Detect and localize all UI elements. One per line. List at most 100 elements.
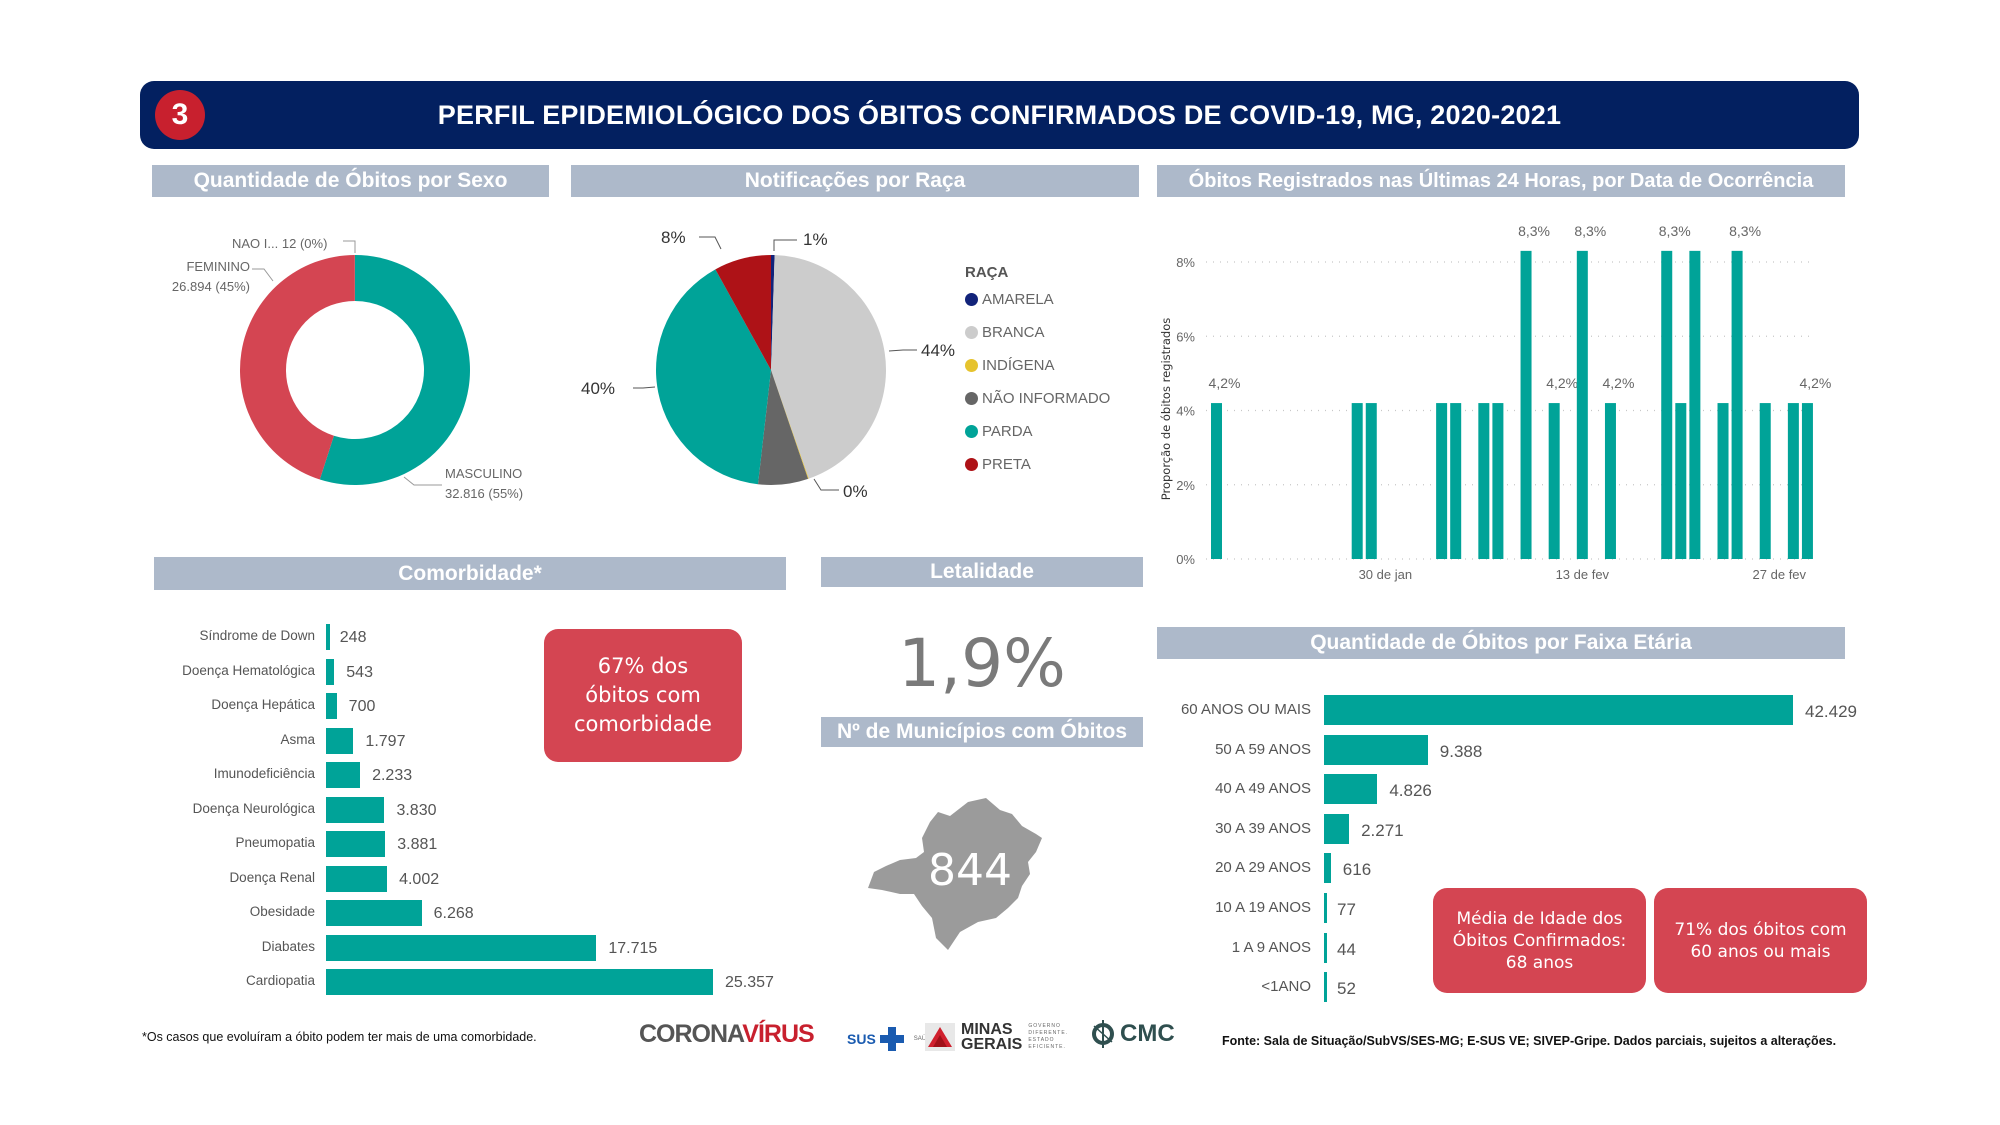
bar[interactable]	[326, 693, 337, 719]
category-label: 40 A 49 ANOS	[1215, 780, 1311, 798]
bar[interactable]	[1436, 403, 1448, 559]
bar[interactable]	[1492, 403, 1504, 559]
bar[interactable]	[326, 762, 361, 788]
mg-tag-line: DIFERENTE.	[1028, 1030, 1069, 1036]
raca-slice-parda	[655, 269, 771, 485]
category-label: Pneumopatia	[235, 835, 315, 850]
bar[interactable]	[326, 624, 330, 650]
bar[interactable]	[1787, 403, 1799, 559]
mg-triangle-icon	[925, 1023, 955, 1051]
legend-item[interactable]: INDÍGENA	[965, 357, 1055, 374]
bar[interactable]	[1324, 972, 1327, 1003]
bar[interactable]	[1324, 853, 1331, 884]
bar[interactable]	[326, 658, 335, 685]
section-header-comorbidade: Comorbidade*	[154, 557, 786, 590]
comorbidade-kpi-line: 67% dos	[597, 654, 689, 678]
bar[interactable]	[1661, 250, 1673, 560]
bar[interactable]	[1211, 403, 1222, 559]
comorbidade-kpi-box: 67% dos óbitos com comorbidade	[544, 629, 742, 762]
bar[interactable]	[326, 796, 385, 823]
sexo-label-nao-informado: NAO I... 12 (0%)	[232, 236, 328, 251]
bar-value-label: 3.881	[397, 836, 438, 853]
bar[interactable]	[1604, 403, 1616, 559]
mg-logo-line: GERAIS	[961, 1036, 1023, 1053]
legend-item[interactable]: AMARELA	[965, 291, 1054, 308]
category-label: 30 A 39 ANOS	[1215, 819, 1311, 837]
bar[interactable]	[1324, 695, 1793, 725]
bar[interactable]	[1478, 403, 1490, 559]
media-idade-line: 68 anos	[1505, 952, 1574, 973]
section-header-raca: Notificações por Raça	[571, 165, 1139, 197]
category-label: 20 A 29 ANOS	[1215, 859, 1311, 877]
bar[interactable]	[1324, 893, 1327, 923]
bar[interactable]	[326, 831, 386, 857]
bar-data-label: 8,3%	[1729, 223, 1761, 239]
bar[interactable]	[1548, 403, 1560, 559]
bar[interactable]	[326, 727, 354, 754]
legend-label: PRETA	[982, 456, 1031, 473]
raca-slice-label: 0%	[843, 482, 868, 501]
legend-item[interactable]: PARDA	[965, 423, 1033, 440]
bar-value-label: 616	[1342, 860, 1372, 880]
leader-line	[813, 478, 839, 491]
sus-cross-icon	[879, 1027, 904, 1051]
bar[interactable]	[1689, 250, 1701, 560]
category-label: Síndrome de Down	[199, 628, 315, 643]
minas-gerais-logo: MINAS GERAIS GOVERNO DIFERENTE. ESTADO E…	[925, 1022, 1068, 1053]
bar[interactable]	[326, 865, 388, 892]
mg-tag-line: EFICIENTE.	[1028, 1044, 1066, 1050]
bar[interactable]	[1324, 813, 1350, 844]
bar[interactable]	[1520, 250, 1532, 560]
bar[interactable]	[1675, 403, 1687, 559]
raca-slice-branca	[771, 255, 886, 479]
coronavirus-logo-part1: CORONA	[639, 1020, 743, 1048]
footnote: *Os casos que evoluíram a óbito podem te…	[142, 1030, 537, 1044]
raca-slice-preta	[715, 255, 771, 370]
coronavirus-logo-part2: VÍRUS	[742, 1020, 814, 1048]
raca-slice-label: 8%	[661, 228, 686, 247]
legend-color-dot	[965, 293, 978, 306]
legend-color-dot	[965, 326, 978, 339]
category-label: Doença Hematológica	[182, 662, 315, 678]
legend-item[interactable]: NÃO INFORMADO	[965, 390, 1110, 407]
bar[interactable]	[1717, 403, 1729, 559]
bar[interactable]	[326, 900, 422, 926]
bar[interactable]	[1731, 250, 1743, 560]
mg-tag-line: GOVERNO	[1028, 1023, 1061, 1029]
bar[interactable]	[1324, 774, 1378, 805]
section-header-sexo: Quantidade de Óbitos por Sexo	[152, 165, 549, 197]
cmc-logo-text: CMC	[1120, 1020, 1175, 1047]
leader-line	[888, 349, 917, 352]
legend-item[interactable]: BRANCA	[965, 324, 1045, 341]
section-header-ultimas24h: Óbitos Registrados nas Últimas 24 Horas,…	[1157, 165, 1845, 197]
bar[interactable]	[326, 934, 597, 961]
comorbidade-kpi-line: óbitos com	[585, 683, 701, 707]
bar[interactable]	[1324, 932, 1327, 963]
bar[interactable]	[1576, 250, 1588, 560]
mg-logo-tagline: GOVERNO DIFERENTE. ESTADO EFICIENTE.	[1028, 1023, 1068, 1051]
bar-data-label: 8,3%	[1518, 223, 1550, 239]
mg-logo-text: MINAS GERAIS	[961, 1022, 1023, 1053]
bar[interactable]	[1351, 403, 1363, 559]
leader-line	[343, 240, 356, 253]
legend-color-dot	[965, 359, 978, 372]
bar[interactable]	[1324, 734, 1428, 765]
page-title: PERFIL EPIDEMIOLÓGICO DOS ÓBITOS CONFIRM…	[437, 100, 1562, 130]
cmc-emblem-icon	[1092, 1020, 1114, 1048]
bar[interactable]	[1759, 403, 1771, 559]
section-header-municipios: Nº de Municípios com Óbitos	[821, 717, 1143, 747]
sexo-slice-masculino	[319, 255, 471, 485]
bar[interactable]	[1801, 403, 1813, 559]
bar[interactable]	[1450, 403, 1462, 559]
legend-label: AMARELA	[982, 291, 1054, 308]
media-idade-kpi-box: Média de Idade dos Óbitos Confirmados: 6…	[1433, 888, 1646, 993]
sexo-feminino-name: FEMININO	[186, 259, 250, 274]
legend-item[interactable]: PRETA	[965, 456, 1031, 473]
bar[interactable]	[326, 969, 713, 995]
category-label: Diabates	[261, 938, 315, 954]
bar[interactable]	[1365, 403, 1377, 559]
letalidade-value: 1,9%	[898, 625, 1066, 702]
section-header-faixa: Quantidade de Óbitos por Faixa Etária	[1157, 627, 1845, 659]
cmc-logo: CMC	[1090, 1020, 1175, 1048]
ultimas24h-bar-chart: Proporção de óbitos registrados 0% 2% 4% 6% 8…	[1159, 223, 1831, 582]
